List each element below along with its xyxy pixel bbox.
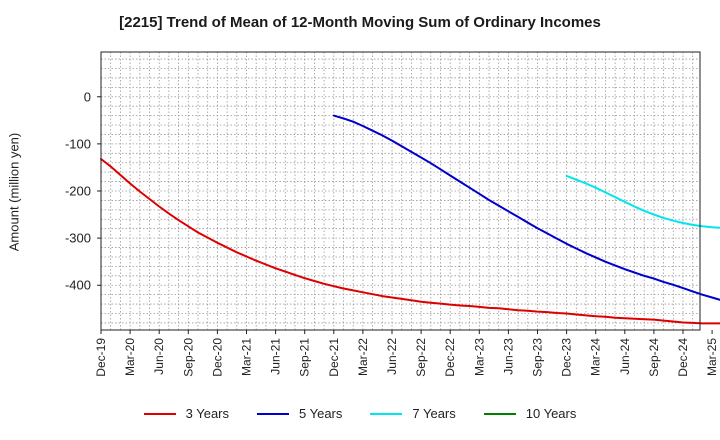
- legend-item: 7 Years: [370, 406, 456, 421]
- series-line-3-years: [100, 158, 720, 325]
- legend-swatch: [370, 412, 403, 415]
- y-tick-label: 0: [84, 89, 91, 104]
- x-tick-label: Mar-21: [240, 338, 254, 376]
- x-tick-label: Jun-21: [269, 338, 283, 375]
- x-tick-label: Jun-22: [385, 338, 399, 375]
- x-tick-label: Mar-23: [472, 338, 486, 376]
- legend-label: 7 Years: [412, 406, 456, 421]
- x-tick-label: Dec-19: [94, 338, 108, 377]
- y-tick-label: -200: [65, 184, 91, 199]
- x-tick-label: Sep-22: [414, 338, 428, 377]
- legend-swatch: [143, 412, 176, 415]
- x-tick-label: Sep-20: [181, 338, 195, 377]
- x-tick-label: Mar-24: [589, 338, 603, 376]
- series-line-5-years: [332, 114, 720, 301]
- x-tick-label: Dec-21: [327, 338, 341, 377]
- legend-label: 3 Years: [185, 406, 229, 421]
- x-tick-label: Jun-23: [501, 338, 515, 375]
- chart-title: [2215] Trend of Mean of 12-Month Moving …: [119, 14, 601, 31]
- x-tick-label: Dec-24: [676, 338, 690, 377]
- y-tick-label: -100: [65, 136, 91, 151]
- y-axis-label: Amount (million yen): [6, 132, 22, 252]
- x-tick-label: Dec-20: [210, 338, 224, 377]
- x-tick-label: Dec-23: [560, 338, 574, 377]
- x-tick-label: Sep-23: [531, 338, 545, 377]
- series-layer: [100, 114, 720, 325]
- y-tick-labels: 0 -100 -200 -300 -400: [65, 89, 101, 293]
- legend-swatch: [483, 412, 516, 415]
- x-tick-label: Dec-22: [443, 338, 457, 377]
- x-tick-labels: Dec-19 Mar-20 Jun-20 Sep-20 Dec-20 Mar-21 Jun-…: [94, 330, 719, 377]
- chart-plot: 0 -100 -200 -300 -400 Dec-19 Mar-20 Jun-20 Sep-…: [65, 51, 720, 377]
- legend-item: 3 Years: [143, 406, 229, 421]
- x-tick-label: Mar-22: [356, 338, 370, 376]
- plot-frame: [100, 51, 701, 331]
- legend-item: 10 Years: [483, 406, 577, 421]
- y-tick-label: -300: [65, 231, 91, 246]
- y-tick-label: -400: [65, 278, 91, 293]
- legend-label: 10 Years: [525, 406, 577, 421]
- legend-label: 5 Years: [299, 406, 343, 421]
- x-tick-label: Jun-24: [618, 338, 632, 375]
- legend-swatch: [257, 412, 289, 415]
- x-tick-label: Mar-20: [123, 338, 137, 376]
- grid-layer: [101, 52, 700, 330]
- series-line-7-years: [565, 174, 720, 229]
- x-tick-label: Mar-25: [705, 338, 719, 376]
- x-tick-label: Sep-24: [647, 338, 661, 377]
- x-tick-label: Sep-21: [298, 338, 312, 377]
- legend: 3 Years 5 Years 7 Years 10 Years: [0, 406, 720, 421]
- legend-item: 5 Years: [257, 406, 342, 421]
- x-tick-label: Jun-20: [152, 338, 166, 375]
